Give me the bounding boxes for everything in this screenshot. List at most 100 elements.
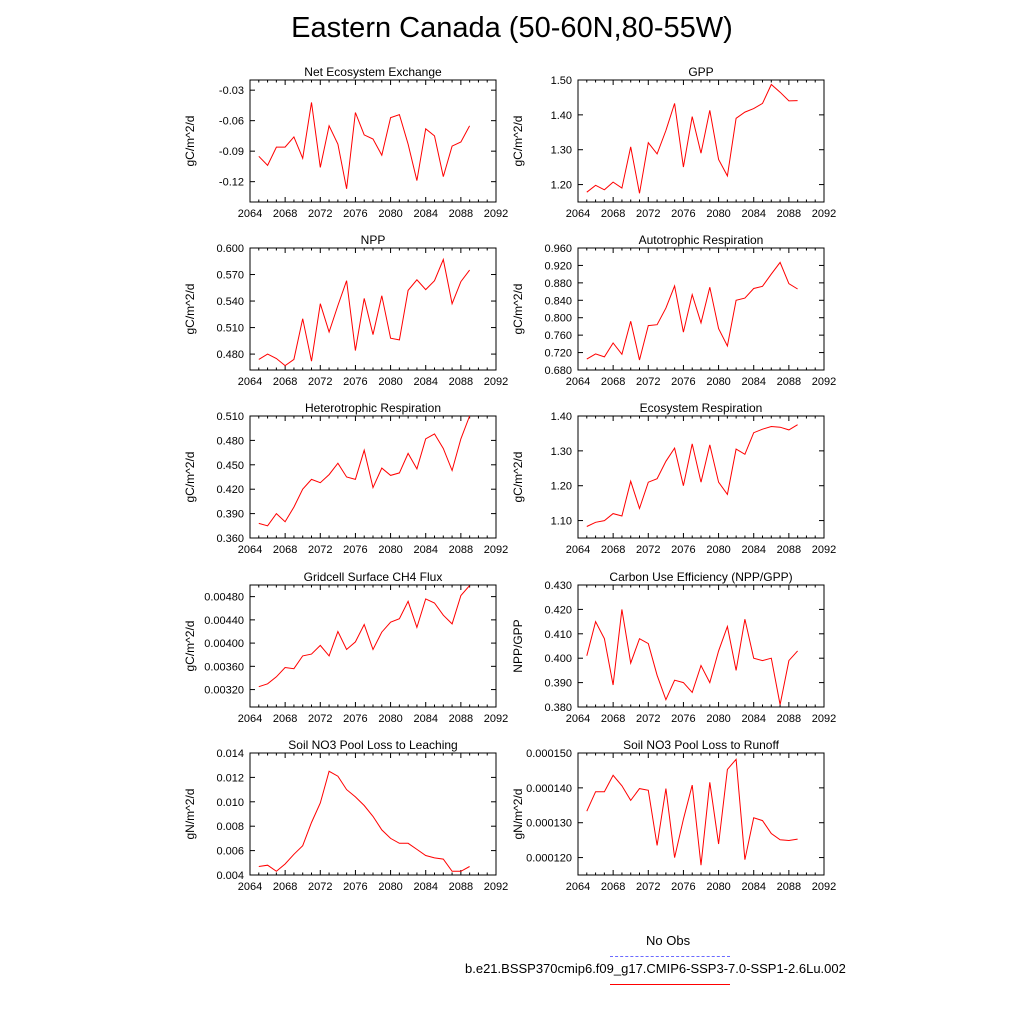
y-tick-label: 0.720 xyxy=(544,348,572,360)
legend-obs-label: No Obs xyxy=(646,933,691,948)
chart-panel-6: Gridcell Surface CH4 Flux gC/m^2/d 2064 206… xyxy=(183,570,508,725)
x-tick-label: 2076 xyxy=(671,376,695,388)
y-tick-label: 0.000120 xyxy=(526,853,572,865)
x-tick-label: 2072 xyxy=(308,544,332,556)
x-tick-label: 2080 xyxy=(706,713,730,725)
y-tick-label: 1.30 xyxy=(551,446,572,458)
x-tick-label: 2092 xyxy=(812,713,836,725)
x-tick-label: 2068 xyxy=(601,713,625,725)
y-tick-label: 0.410 xyxy=(544,629,572,641)
x-tick-label: 2088 xyxy=(449,713,473,725)
x-tick-label: 2092 xyxy=(484,713,508,725)
y-tick-label: 1.10 xyxy=(551,516,572,528)
x-tick-label: 2080 xyxy=(706,376,730,388)
figure-title: Eastern Canada (50-60N,80-55W) xyxy=(291,12,733,44)
legend-obs-line xyxy=(610,956,730,957)
y-tick-label: 0.600 xyxy=(216,243,244,255)
x-tick-label: 2092 xyxy=(812,376,836,388)
x-tick-label: 2072 xyxy=(636,881,660,893)
y-tick-label: -0.03 xyxy=(219,85,244,97)
y-tick-label: 0.680 xyxy=(544,365,572,377)
legend-model-label: b.e21.BSSP370cmip6.f09_g17.CMIP6-SSP3-7.… xyxy=(465,961,846,976)
y-tick-label: 0.420 xyxy=(544,604,572,616)
y-tick-label: 0.006 xyxy=(216,846,244,858)
y-tick-label: 0.00360 xyxy=(204,661,244,673)
x-tick-label: 2080 xyxy=(378,713,402,725)
series-line xyxy=(586,424,798,527)
y-tick-label: 0.00400 xyxy=(204,638,244,650)
y-tick-label: -0.06 xyxy=(219,116,244,128)
x-tick-label: 2080 xyxy=(706,881,730,893)
y-tick-label: 1.40 xyxy=(551,411,572,423)
plot-frame xyxy=(249,247,497,371)
chart-panel-2: NPP gC/m^2/d 2064 2068 2072 2076 2080 2084 2088 2… xyxy=(183,233,508,388)
x-tick-label: 2064 xyxy=(566,376,590,388)
x-tick-label: 2088 xyxy=(777,376,801,388)
chart-title: Heterotrophic Respiration xyxy=(305,401,441,415)
x-tick-label: 2068 xyxy=(273,208,297,220)
x-tick-label: 2068 xyxy=(601,881,625,893)
x-tick-label: 2072 xyxy=(636,208,660,220)
series-line xyxy=(586,83,798,194)
y-axis-label: gC/m^2/d xyxy=(511,116,525,167)
x-tick-label: 2080 xyxy=(706,208,730,220)
x-tick-label: 2068 xyxy=(601,376,625,388)
x-tick-label: 2080 xyxy=(378,544,402,556)
y-tick-label: 0.570 xyxy=(216,270,244,282)
y-tick-label: 0.430 xyxy=(544,580,572,592)
y-tick-label: 0.480 xyxy=(216,435,244,447)
y-tick-label: 0.960 xyxy=(544,243,572,255)
y-tick-label: 0.380 xyxy=(544,702,572,714)
x-tick-label: 2064 xyxy=(566,544,590,556)
x-tick-label: 2072 xyxy=(308,376,332,388)
x-tick-label: 2064 xyxy=(566,208,590,220)
x-tick-label: 2084 xyxy=(413,881,437,893)
x-tick-label: 2064 xyxy=(566,881,590,893)
x-tick-label: 2076 xyxy=(343,881,367,893)
x-tick-label: 2064 xyxy=(238,881,262,893)
y-tick-label: -0.09 xyxy=(219,146,244,158)
x-tick-label: 2076 xyxy=(671,208,695,220)
chart-panel-7: Carbon Use Efficiency (NPP/GPP) NPP/GPP 20… xyxy=(511,570,836,725)
y-tick-label: 0.012 xyxy=(216,772,244,784)
plot-frame xyxy=(249,584,497,708)
y-tick-label: -0.12 xyxy=(219,177,244,189)
x-tick-label: 2076 xyxy=(343,376,367,388)
y-axis-label: gC/m^2/d xyxy=(511,284,525,335)
x-tick-label: 2068 xyxy=(273,376,297,388)
x-tick-label: 2068 xyxy=(273,713,297,725)
x-tick-label: 2088 xyxy=(777,208,801,220)
x-tick-label: 2076 xyxy=(671,713,695,725)
x-tick-label: 2092 xyxy=(484,208,508,220)
x-tick-label: 2076 xyxy=(343,208,367,220)
y-axis-label: gC/m^2/d xyxy=(183,452,197,503)
x-tick-label: 2088 xyxy=(777,544,801,556)
chart-title: Soil NO3 Pool Loss to Runoff xyxy=(623,738,780,752)
x-tick-label: 2080 xyxy=(378,208,402,220)
series-line xyxy=(586,261,798,361)
x-tick-label: 2084 xyxy=(413,208,437,220)
x-tick-label: 2092 xyxy=(812,208,836,220)
y-tick-label: 0.510 xyxy=(216,323,244,335)
plot-frame xyxy=(577,752,825,876)
x-tick-label: 2092 xyxy=(484,544,508,556)
x-tick-label: 2068 xyxy=(601,544,625,556)
x-tick-label: 2068 xyxy=(273,544,297,556)
chart-panel-1: GPP gC/m^2/d 2064 2068 2072 2076 2080 2084 2088 2… xyxy=(511,65,836,220)
y-axis-label: gC/m^2/d xyxy=(183,621,197,672)
series-line xyxy=(258,770,470,872)
y-axis-label: gC/m^2/d xyxy=(183,116,197,167)
y-tick-label: 0.920 xyxy=(544,260,572,272)
y-tick-label: 1.50 xyxy=(551,75,572,87)
x-tick-label: 2064 xyxy=(566,713,590,725)
chart-panel-3: Autotrophic Respiration gC/m^2/d 2064 2068 2… xyxy=(511,233,836,388)
series-line xyxy=(258,585,470,688)
chart-title: Autotrophic Respiration xyxy=(639,233,764,247)
y-tick-label: 0.480 xyxy=(216,349,244,361)
y-tick-label: 0.760 xyxy=(544,330,572,342)
plot-frame xyxy=(249,79,497,203)
y-tick-label: 0.008 xyxy=(216,821,244,833)
chart-title: NPP xyxy=(361,233,386,247)
x-tick-label: 2072 xyxy=(636,544,660,556)
